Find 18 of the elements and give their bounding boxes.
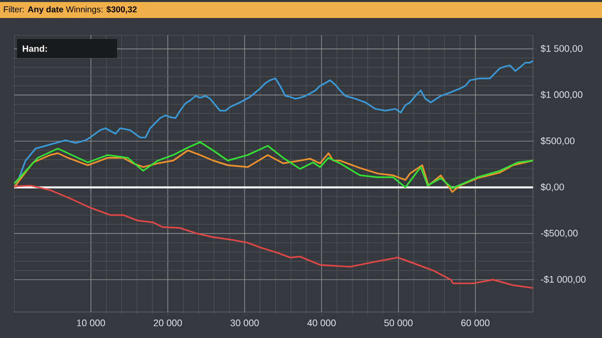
x-tick-label: 50 000 <box>384 320 413 326</box>
y-tick-label: $0,00 <box>540 183 564 192</box>
x-tick-label: 60 000 <box>461 320 490 326</box>
legend-title: Hand: <box>22 45 47 52</box>
y-tick-label: $1 000,00 <box>540 90 582 100</box>
x-tick-label: 30 000 <box>230 320 259 326</box>
chart-title: Filter: Any date Winnings: $300,32 <box>4 6 137 14</box>
x-tick-label: 10 000 <box>77 320 106 326</box>
x-tick-label: 40 000 <box>307 320 336 326</box>
line-series <box>14 141 534 190</box>
y-tick-label: $1 500,00 <box>540 44 582 53</box>
y-tick-label: -$1 000,00 <box>540 276 586 284</box>
x-tick-label: 20 000 <box>154 320 182 326</box>
line-series <box>14 150 534 193</box>
line-series <box>14 184 534 289</box>
line-series <box>14 60 534 188</box>
y-tick-label: -$500,00 <box>540 229 578 238</box>
y-tick-label: $500,00 <box>540 137 574 146</box>
